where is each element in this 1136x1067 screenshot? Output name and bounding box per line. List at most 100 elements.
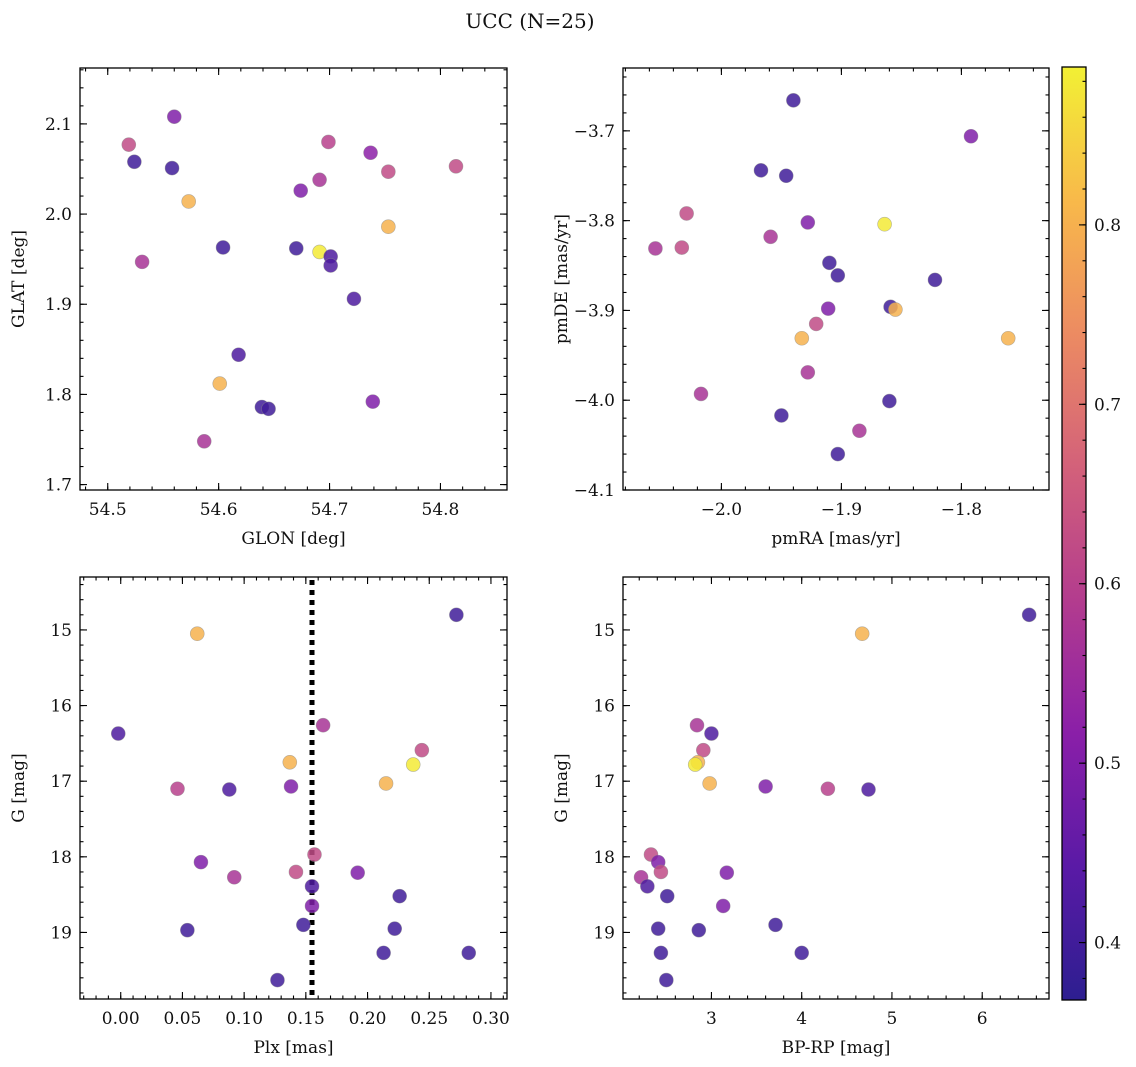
y-tick-label: 19 (593, 923, 615, 943)
scatter-point (350, 865, 365, 881)
scatter-point (321, 134, 336, 150)
scatter-point (363, 145, 378, 161)
axes-frame (79, 576, 508, 1000)
scatter-point (261, 401, 276, 417)
scatter-point (166, 109, 182, 124)
scatter-point (763, 229, 778, 245)
scatter-point (674, 240, 690, 255)
scatter-point (852, 423, 867, 439)
figure-title: UCC (N=25) (465, 9, 594, 33)
y-tick-label: 15 (593, 621, 615, 641)
scatter-point (387, 921, 402, 936)
colorbar-tick-label: 0.7 (1094, 395, 1121, 415)
colorbar-tick-label: 0.8 (1094, 216, 1121, 236)
scatter-point (820, 781, 836, 797)
y-tick-label: 18 (593, 848, 615, 868)
scatter-point (794, 945, 810, 961)
scatter-point (689, 717, 705, 733)
scatter-point (786, 93, 801, 108)
scatter-point (288, 864, 304, 880)
y-tick-label: −3.7 (574, 122, 615, 142)
scatter-point (659, 888, 675, 904)
y-tick-label: 1.9 (45, 295, 72, 315)
scatter-point (110, 726, 126, 741)
scatter-point (231, 347, 246, 363)
scatter-point (304, 898, 320, 914)
scatter-point (774, 408, 789, 423)
scatter-point (449, 607, 464, 623)
scatter-point (753, 163, 769, 178)
scatter-point (648, 241, 663, 256)
x-tick-label: 54.5 (89, 500, 127, 520)
scatter-point (127, 154, 142, 170)
scatter-point (193, 854, 209, 870)
scatter-point (768, 917, 783, 933)
scatter-point (1000, 330, 1016, 346)
scatter-point (392, 888, 407, 904)
scatter-point (888, 302, 903, 317)
x-tick-label: 0.30 (472, 1009, 510, 1029)
scatter-point (650, 921, 666, 936)
x-tick-label: 54.7 (311, 500, 349, 520)
y-axis-label: G [mag] (9, 753, 29, 822)
scatter-point (376, 945, 391, 961)
scatter-point (170, 781, 185, 797)
x-axis-label: BP-RP [mag] (782, 1038, 891, 1058)
y-tick-label: 2.1 (45, 115, 72, 135)
colorbar-gradient (1062, 67, 1086, 1000)
y-tick-label: 16 (50, 697, 72, 717)
scatter-point (640, 879, 655, 894)
y-tick-label: −4.0 (574, 391, 615, 411)
scatter-point (365, 394, 381, 409)
y-tick-label: 15 (50, 621, 72, 641)
colorbar-tick-label: 0.4 (1094, 934, 1121, 954)
scatter-point (679, 206, 694, 221)
scatter-point (378, 776, 394, 791)
x-tick-label: −1.8 (941, 500, 982, 520)
y-tick-label: 18 (50, 848, 72, 868)
scatter-point (196, 434, 212, 449)
scatter-point (346, 291, 362, 307)
axes-frame (622, 67, 1050, 491)
scatter-point (304, 879, 320, 894)
y-tick-label: 1.7 (45, 476, 72, 496)
scatter-point (927, 272, 943, 288)
scatter-point (189, 626, 205, 642)
scatter-point (830, 268, 846, 283)
panel-pmra-pmde: −2.0 −1.9 −1.8 −4.1 −4.0 −3.9 −3.8 −3.7 pmRA [ma… (552, 67, 1050, 549)
scatter-point (704, 726, 719, 741)
panel-glon-glat: 54.5 54.6 54.7 54.8 1.7 1.8 1.9 2.0 2.1 GLON [deg… (9, 67, 508, 549)
scatter-point (312, 172, 327, 188)
scatter-point (854, 626, 870, 642)
scatter-point (283, 779, 299, 794)
scatter-point (180, 922, 195, 938)
scatter-point (800, 365, 816, 380)
scatter-point (696, 742, 711, 758)
x-axis-label: pmRA [mas/yr] (771, 529, 900, 549)
scatter-point (659, 972, 674, 988)
scatter-point (808, 316, 824, 332)
colorbar-frame (1061, 66, 1087, 1001)
scatter-point (414, 742, 430, 758)
scatter-point (882, 393, 897, 409)
scatter-point (719, 865, 735, 881)
scatter-point (702, 776, 717, 791)
x-tick-label: 0.15 (287, 1009, 325, 1029)
scatter-point (270, 972, 285, 988)
scatter-point (181, 194, 196, 209)
scatter-point (121, 137, 137, 152)
x-tick-label: 54.8 (422, 500, 460, 520)
x-axis-label: Plx [mas] (253, 1038, 333, 1058)
y-tick-label: 2.0 (45, 205, 72, 225)
y-tick-label: 17 (593, 772, 615, 792)
x-tick-label: 54.6 (200, 500, 238, 520)
y-tick-label: 1.8 (45, 385, 72, 405)
scatter-point (226, 869, 242, 885)
scatter-point (830, 446, 846, 462)
scatter-point (691, 922, 707, 938)
scatter-point (288, 241, 304, 256)
scatter-point (215, 240, 231, 255)
scatter-point (307, 847, 322, 862)
scatter-point (687, 757, 703, 772)
